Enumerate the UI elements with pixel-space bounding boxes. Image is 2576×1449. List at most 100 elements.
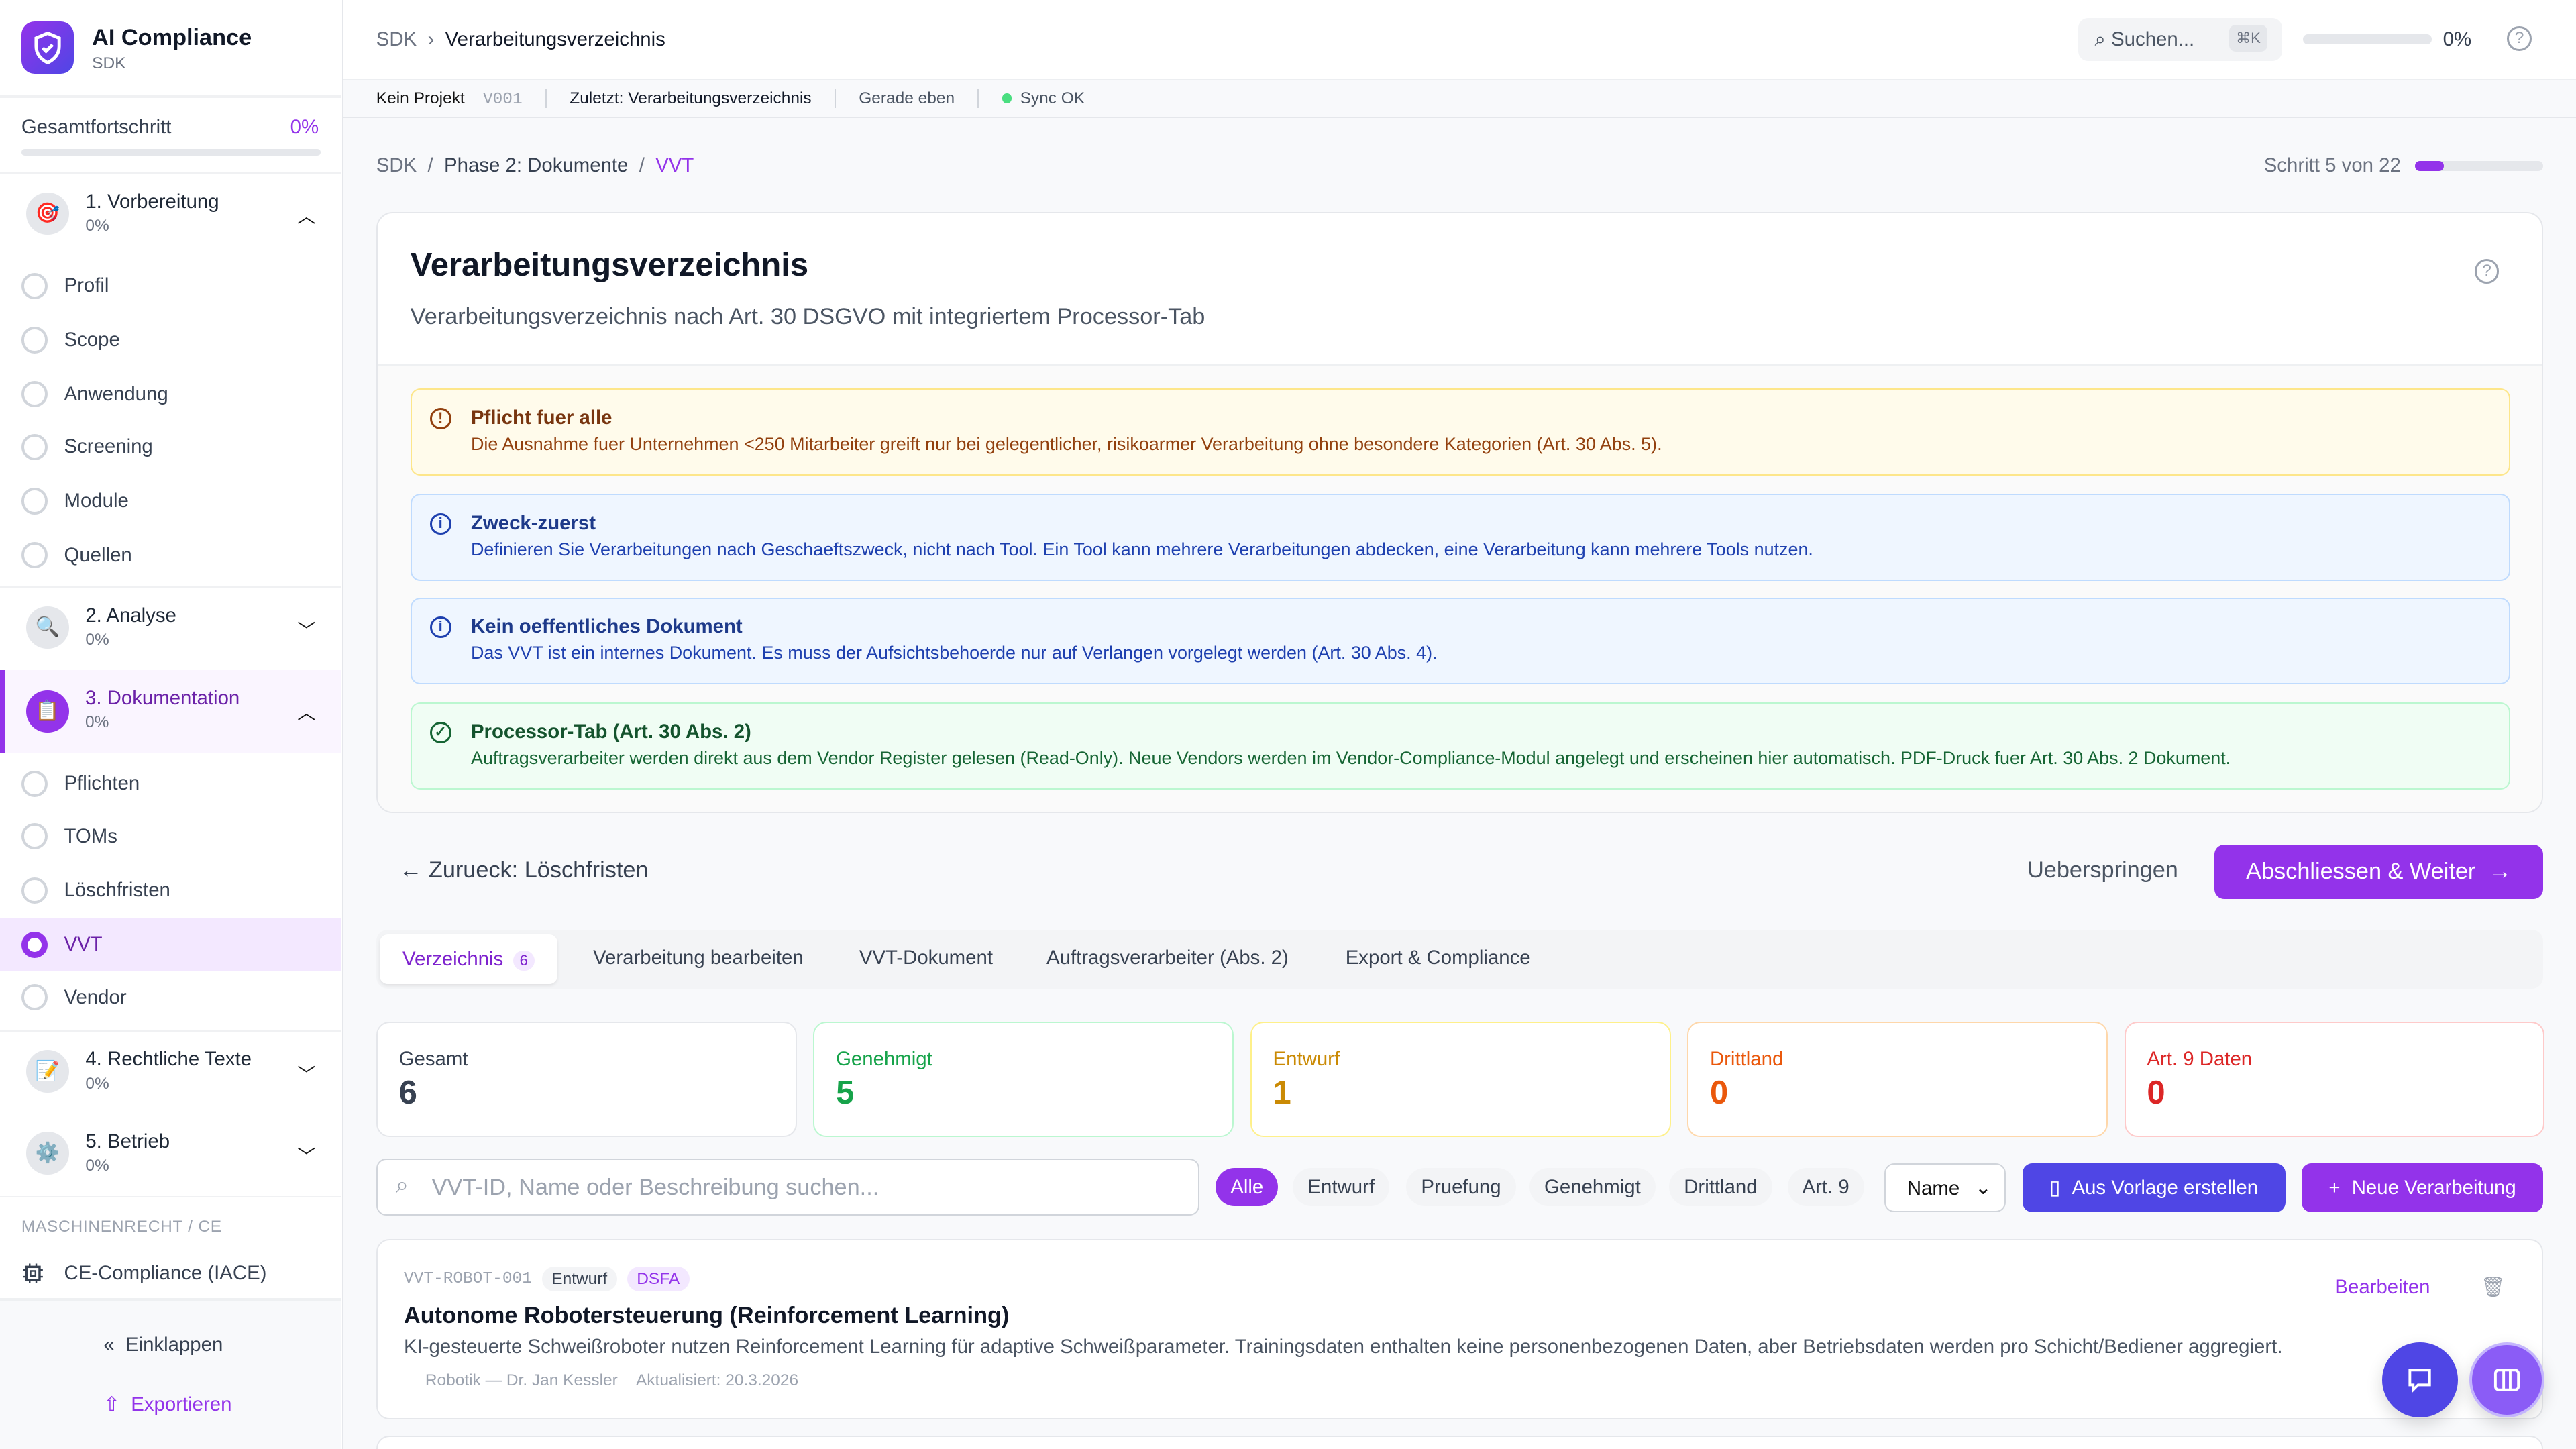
sidebar-item-vvt[interactable]: VVT [0, 918, 342, 971]
progress-bar [21, 148, 321, 156]
sidebar-item-anwendung[interactable]: Anwendung [0, 368, 341, 421]
chat-icon [2408, 1368, 2432, 1393]
new-processing-button[interactable]: + Neue Verarbeitung [2302, 1163, 2544, 1213]
app-title: AI Compliance [92, 24, 252, 50]
list-item[interactable]: VVT-ROBOT-001 Entwurf DSFA Autonome Robo… [376, 1238, 2544, 1419]
sidebar-section-vorbereitung[interactable]: 🎯 1. Vorbereitung 0% ︿ [0, 174, 341, 254]
tab-label: Verzeichnis [402, 948, 504, 971]
global-search[interactable]: ⌕ Suchen... ⌘K [2078, 17, 2282, 61]
search-icon: ⌕ [395, 1173, 409, 1199]
item-label: Anwendung [64, 382, 168, 405]
circle-icon [21, 272, 48, 299]
tab-export-compliance[interactable]: Export & Compliance [1345, 946, 1531, 969]
back-button[interactable]: ← Zurueck: Löschfristen [399, 857, 648, 883]
item-label: Quellen [64, 543, 132, 566]
arrow-left-icon: ← [399, 857, 423, 883]
crumb[interactable]: SDK [376, 154, 417, 177]
info-icon: i [429, 513, 451, 535]
export-button[interactable]: ⇧ Exportieren [103, 1393, 231, 1416]
shield-check-icon [21, 21, 74, 74]
status-bar: Kein Projekt V001 Zuletzt: Verarbeitungs… [343, 80, 2576, 119]
chat-button[interactable] [2382, 1342, 2458, 1418]
radio-selected-icon [21, 931, 48, 958]
sidebar-item-vendor[interactable]: Vendor [0, 971, 341, 1023]
status-dot-icon [1002, 93, 1012, 104]
sort-select[interactable]: Name ⌄ [1884, 1163, 2006, 1213]
circle-icon [21, 488, 48, 515]
filter-chip-art9[interactable]: Art. 9 [1787, 1168, 1864, 1206]
sidebar-section-dokumentation[interactable]: 📋 3. Dokumentation 0% ︿ [0, 670, 342, 753]
project-name: Kein Projekt [376, 89, 465, 107]
section-label: 5. Betrieb [85, 1130, 170, 1152]
tab-auftragsverarbeiter[interactable]: Auftragsverarbeiter (Abs. 2) [1046, 946, 1289, 969]
step-progress-bar [2415, 161, 2544, 171]
upload-icon: ⇧ [103, 1393, 120, 1415]
stat-card: Art. 9 Daten 0 [2124, 1022, 2545, 1137]
skip-button[interactable]: Ueberspringen [2027, 857, 2178, 883]
entry-footer: Robotik — Dr. Jan Kessler Aktualisiert: … [425, 1371, 798, 1390]
chevron-down-icon: ﹀ [297, 1146, 316, 1167]
search-icon: ⌕ [2094, 28, 2106, 50]
vvt-search-input[interactable]: ⌕ VVT-ID, Name oder Beschreibung suchen..… [376, 1158, 1199, 1216]
warning-icon: ! [429, 408, 451, 430]
sidebar-item-pflichten[interactable]: Pflichten [0, 757, 341, 810]
sidebar: AI Compliance SDK Gesamtfortschritt 0% 🎯… [0, 0, 343, 1449]
sidebar-item-loeschfristen[interactable]: Löschfristen [0, 864, 341, 916]
filter-chip-drittland[interactable]: Drittland [1669, 1168, 1772, 1206]
tab-verarbeitung-bearbeiten[interactable]: Verarbeitung bearbeiten [593, 946, 804, 969]
collapse-button[interactable]: « Einklappen [103, 1334, 223, 1356]
help-icon[interactable]: ? [2507, 26, 2532, 51]
filter-chip-genehmigt[interactable]: Genehmigt [1529, 1168, 1656, 1206]
sidebar-footer: « Einklappen ⇧ Exportieren [0, 1297, 342, 1449]
count-badge: 6 [513, 950, 535, 971]
help-icon[interactable]: ? [2474, 259, 2500, 284]
complete-next-button[interactable]: Abschliessen & Weiter → [2214, 844, 2544, 899]
filter-chip-alle[interactable]: Alle [1216, 1168, 1279, 1206]
item-label: Profil [64, 274, 109, 297]
chevron-down-icon: ⌄ [1975, 1177, 1992, 1199]
sidebar-item-toms[interactable]: TOMs [0, 810, 341, 862]
stat-card: Drittland 0 [1687, 1022, 2108, 1137]
item-label: TOMs [64, 824, 117, 847]
sidebar-item-screening[interactable]: Screening [0, 421, 341, 473]
sidebar-item-ce-compliance[interactable]: CE-Compliance (IACE) [21, 1262, 266, 1285]
shortcut-badge: ⌘K [2229, 24, 2267, 52]
crumb-root[interactable]: SDK [376, 28, 417, 50]
filter-chip-entwurf[interactable]: Entwurf [1293, 1168, 1390, 1206]
progress-label: Gesamtfortschritt [21, 115, 172, 138]
button-label: Neue Verarbeitung [2351, 1176, 2516, 1199]
sidebar-item-quellen[interactable]: Quellen [0, 529, 341, 582]
chevron-down-icon: ﹀ [297, 1064, 316, 1085]
sidebar-item-profil[interactable]: Profil [0, 260, 341, 312]
sidebar-section-analyse[interactable]: 🔍 2. Analyse 0% ﹀ [0, 588, 341, 667]
tab-verzeichnis[interactable]: Verzeichnis 6 [379, 934, 557, 984]
header-progress-value: 0% [2443, 28, 2472, 50]
list-item[interactable] [376, 1436, 2544, 1449]
filter-chip-pruefung[interactable]: Pruefung [1406, 1168, 1516, 1206]
item-label: Module [64, 489, 129, 512]
sidebar-section-betrieb[interactable]: ⚙️ 5. Betrieb 0% ﹀ [0, 1114, 341, 1193]
sidebar-item-scope[interactable]: Scope [0, 314, 341, 366]
divider [0, 1195, 342, 1198]
sidebar-item-module[interactable]: Module [0, 475, 341, 527]
crumb[interactable]: Phase 2: Dokumente [444, 154, 629, 177]
from-template-button[interactable]: ▯ Aus Vorlage erstellen [2022, 1163, 2286, 1213]
step-progress-fill [2415, 161, 2445, 171]
tab-vvt-dokument[interactable]: VVT-Dokument [859, 946, 993, 969]
edit-button[interactable]: Bearbeiten [2334, 1276, 2430, 1299]
trash-icon[interactable]: 🗑 [2480, 1276, 2506, 1299]
alert-warning: ! Pflicht fuer alle Die Ausnahme fuer Unte… [410, 388, 2510, 476]
chip-icon [23, 1263, 43, 1283]
app-subtitle: SDK [92, 54, 126, 72]
stat-label: Art. 9 Daten [2147, 1048, 2253, 1070]
columns-icon [2494, 1368, 2520, 1391]
item-label: Pflichten [64, 772, 140, 795]
alert-title: Zweck-zuerst [470, 511, 596, 534]
panel-toggle-button[interactable] [2469, 1342, 2545, 1418]
divider [0, 1030, 342, 1032]
plus-icon: + [2328, 1176, 2341, 1199]
stat-value: 1 [1273, 1075, 1291, 1112]
stat-value: 6 [398, 1075, 417, 1112]
entry-description: KI-gesteuerte Schweißroboter nutzen Rein… [403, 1335, 2283, 1358]
sidebar-section-rechtliche-texte[interactable]: 📝 4. Rechtliche Texte 0% ﹀ [0, 1032, 341, 1111]
